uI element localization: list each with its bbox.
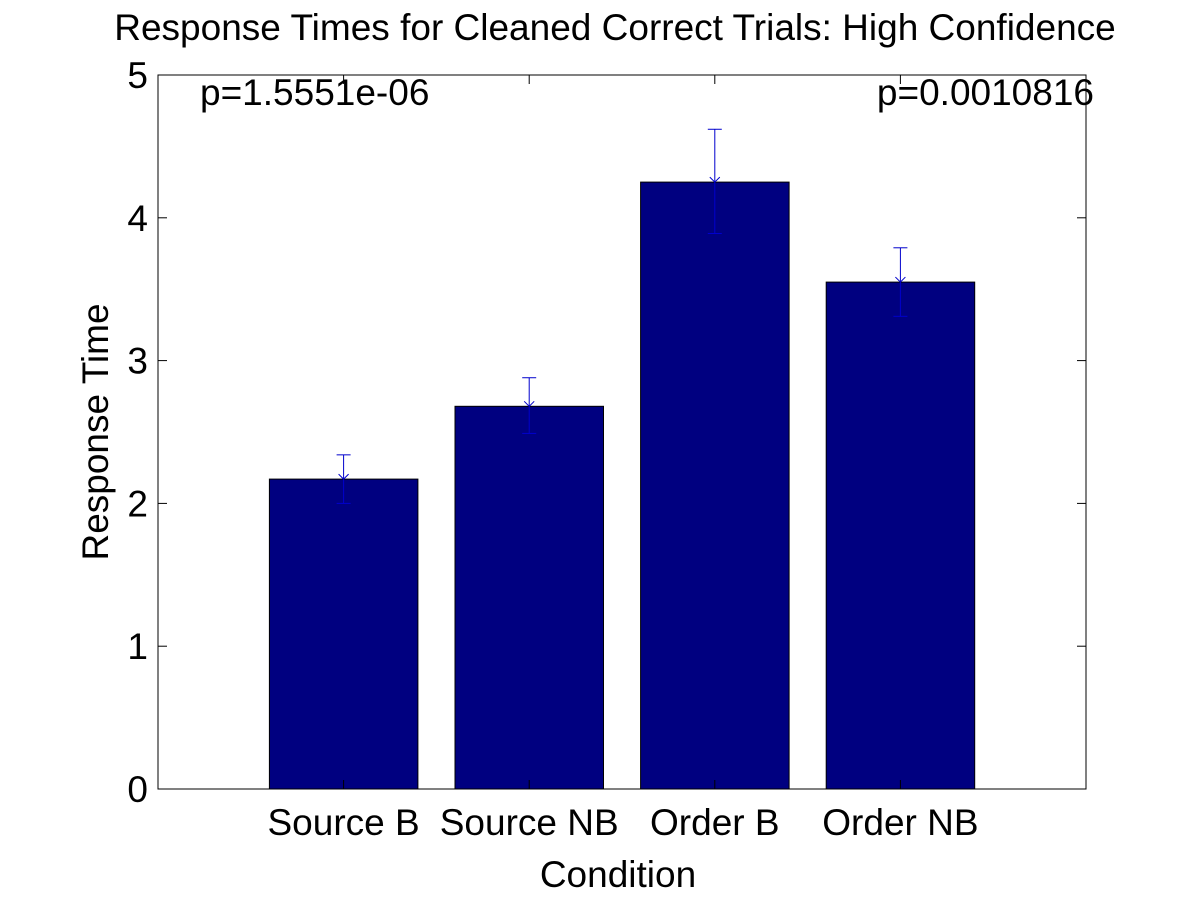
mean-marker-0 — [338, 473, 349, 480]
mean-marker-1 — [523, 400, 535, 408]
axes-box — [157, 74, 1087, 790]
annotation-right: p=0.0010816 — [877, 72, 1094, 113]
y-tick-label-2: 2 — [127, 483, 148, 524]
bars-group — [268, 181, 976, 790]
annotation-left: p=1.5551e-06 — [200, 72, 429, 113]
mean-marker-3 — [895, 276, 906, 283]
x-tick-label-2: Order B — [650, 802, 780, 843]
y-axis: 0 1 2 3 4 5 — [127, 55, 1086, 810]
x-axis: Source B Source NB Order B Order NB — [267, 75, 979, 843]
chart-title: Response Times for Cleaned Correct Trial… — [114, 7, 1116, 48]
y-tick-label-1: 1 — [127, 626, 148, 667]
x-tick-label-0: Source B — [267, 802, 419, 843]
mean-marker-2 — [709, 176, 721, 183]
y-tick-label-5: 5 — [127, 55, 148, 96]
y-tick-label-3: 3 — [127, 341, 148, 382]
bar-1 — [454, 405, 604, 790]
bar-2 — [640, 181, 790, 790]
bar-0 — [268, 478, 419, 790]
x-tick-label-3: Order NB — [822, 802, 978, 843]
x-axis-label: Condition — [540, 854, 696, 895]
x-tick-label-1: Source NB — [440, 802, 619, 843]
error-bars-group — [336, 128, 908, 504]
y-tick-label-4: 4 — [127, 198, 148, 239]
plot-area — [157, 74, 1087, 790]
y-tick-label-0: 0 — [127, 769, 148, 810]
bar-3 — [825, 281, 976, 790]
y-axis-label: Response Time — [75, 303, 116, 560]
